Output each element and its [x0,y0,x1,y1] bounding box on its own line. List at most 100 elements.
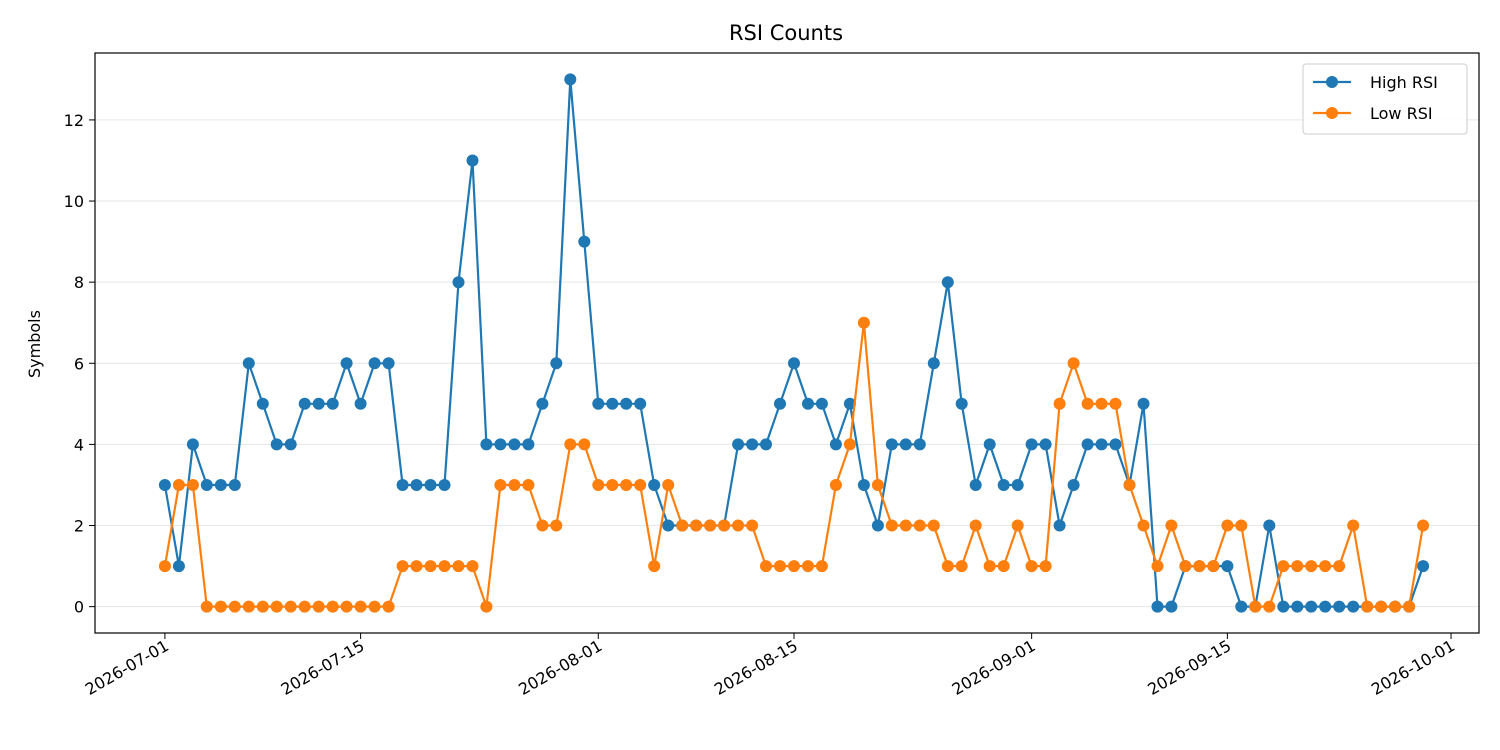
data-point-low-rsi [718,519,731,532]
data-point-low-rsi [200,600,213,613]
data-point-high-rsi [550,357,563,370]
data-point-high-rsi [592,397,605,410]
data-point-low-rsi [1067,357,1080,370]
data-point-low-rsi [158,560,171,573]
data-point-low-rsi [1305,560,1318,573]
y-tick-label: 8 [74,273,84,292]
data-point-high-rsi [1221,560,1234,573]
data-point-high-rsi [396,479,409,491]
data-point-low-rsi [927,519,940,532]
data-point-high-rsi [1319,600,1332,613]
data-point-low-rsi [746,519,759,532]
data-point-low-rsi [1193,560,1206,573]
data-point-low-rsi [550,519,563,532]
data-point-high-rsi [802,397,814,410]
data-point-high-rsi [536,397,549,410]
data-point-high-rsi [857,479,870,491]
data-point-high-rsi [871,519,884,532]
data-point-low-rsi [312,600,325,613]
series-layer [158,73,1430,613]
data-point-low-rsi [1095,397,1108,410]
data-point-high-rsi [312,397,325,410]
data-point-low-rsi [871,479,884,491]
y-tick-label: 12 [64,111,84,130]
data-point-low-rsi [1263,600,1276,613]
legend: High RSI Low RSI [1302,63,1468,135]
data-point-high-rsi [1277,600,1290,613]
data-point-high-rsi [760,438,772,451]
data-point-low-rsi [466,560,479,573]
data-point-low-rsi [857,316,870,329]
data-point-low-rsi [913,519,926,532]
data-point-high-rsi [368,357,381,370]
data-point-low-rsi [815,560,828,573]
data-point-low-rsi [676,519,689,532]
data-point-high-rsi [1235,600,1248,613]
data-point-low-rsi [438,560,451,573]
legend-label-high-rsi: High RSI [1370,73,1438,92]
data-point-high-rsi [788,357,800,370]
data-point-high-rsi [564,73,577,86]
data-point-low-rsi [564,438,577,451]
y-axis-label: Symbols [25,310,44,378]
data-point-low-rsi [354,600,367,613]
data-point-low-rsi [1011,519,1024,532]
data-point-high-rsi [186,438,199,451]
data-point-low-rsi [1137,519,1150,532]
data-point-low-rsi [1417,519,1430,532]
data-point-low-rsi [508,479,521,491]
data-point-high-rsi [1291,600,1304,613]
data-point-low-rsi [648,560,661,573]
data-point-low-rsi [396,560,409,573]
data-point-low-rsi [242,600,255,613]
data-point-low-rsi [969,519,982,532]
data-point-low-rsi [1361,600,1374,613]
data-point-low-rsi [340,600,353,613]
data-point-low-rsi [1333,560,1346,573]
data-point-high-rsi [424,479,437,491]
data-point-low-rsi [690,519,703,532]
data-point-low-rsi [368,600,381,613]
data-point-low-rsi [620,479,633,491]
data-point-low-rsi [214,600,227,613]
data-point-low-rsi [172,479,185,491]
data-point-low-rsi [424,560,437,573]
data-point-low-rsi [1053,397,1066,410]
data-point-high-rsi [1025,438,1038,451]
data-point-high-rsi [955,397,968,410]
data-point-low-rsi [1207,560,1220,573]
data-point-low-rsi [941,560,954,573]
data-point-low-rsi [284,600,297,613]
data-point-low-rsi [899,519,912,532]
data-point-high-rsi [746,438,759,451]
data-point-high-rsi [494,438,507,451]
data-point-low-rsi [774,560,786,573]
grid-layer [95,119,1479,608]
data-point-low-rsi [1165,519,1178,532]
data-point-high-rsi [913,438,926,451]
data-point-low-rsi [732,519,745,532]
data-point-high-rsi [774,397,786,410]
data-point-low-rsi [522,479,535,491]
data-point-high-rsi [899,438,912,451]
data-point-low-rsi [1389,600,1402,613]
data-point-high-rsi [200,479,213,491]
data-point-high-rsi [382,357,395,370]
data-point-high-rsi [927,357,940,370]
data-point-low-rsi [1179,560,1192,573]
data-point-high-rsi [1081,438,1094,451]
legend-marker-high-rsi [1326,76,1338,88]
data-point-low-rsi [829,479,842,491]
data-point-low-rsi [1221,519,1234,532]
data-point-high-rsi [508,438,521,451]
data-point-low-rsi [256,600,269,613]
data-point-low-rsi [1151,560,1164,573]
data-point-high-rsi [1095,438,1108,451]
data-point-high-rsi [1067,479,1080,491]
data-point-high-rsi [1011,479,1024,491]
data-point-low-rsi [1277,560,1290,573]
data-point-high-rsi [410,479,423,491]
data-point-low-rsi [592,479,605,491]
